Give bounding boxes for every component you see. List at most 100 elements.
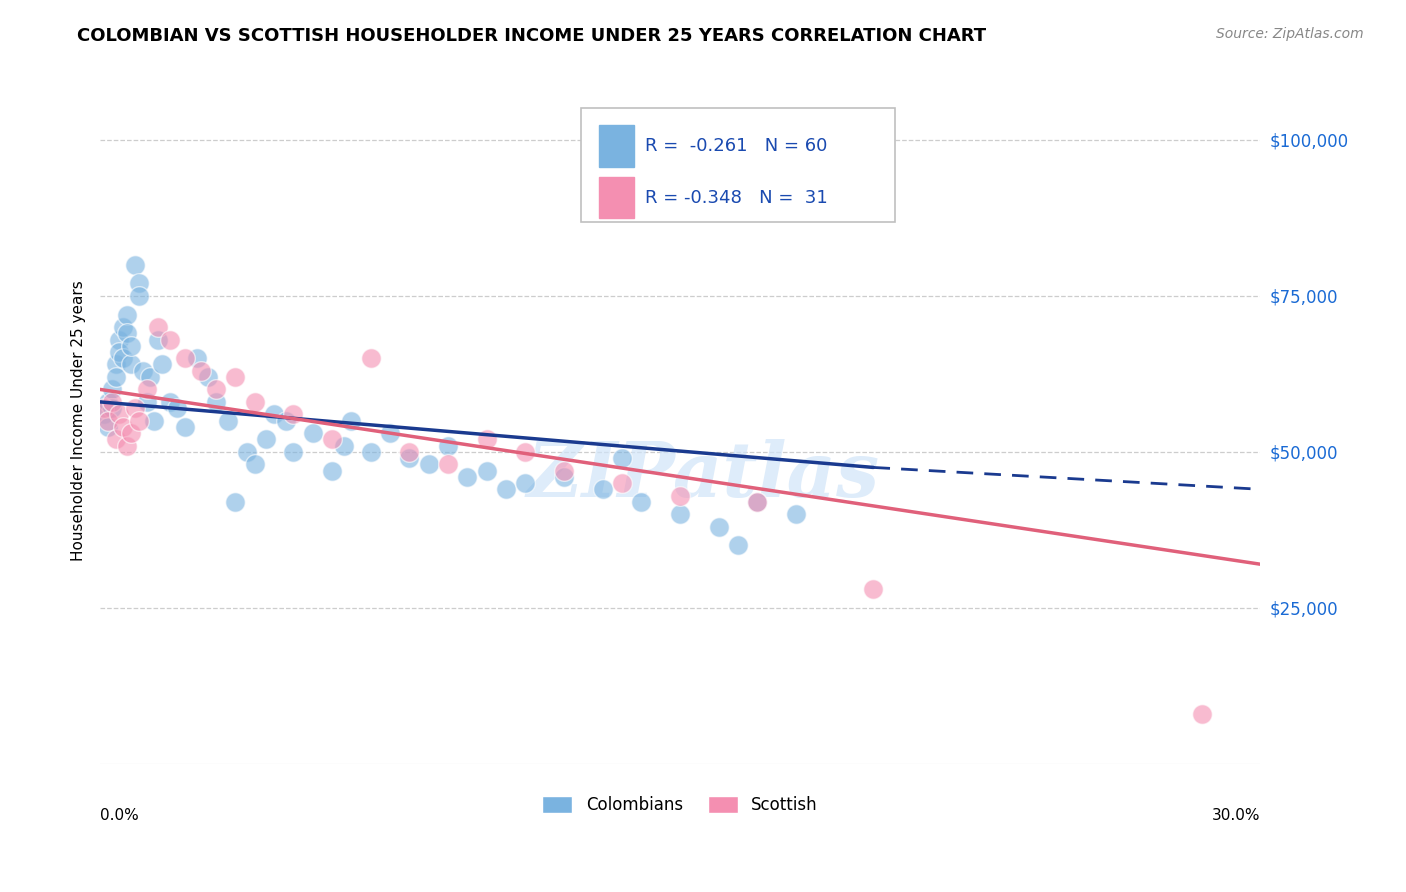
Point [747,495,769,509]
Point [104,370,127,384]
Point [236,445,259,459]
Point [146,320,169,334]
Point [254,433,277,447]
Point [135,395,157,409]
Point [93,401,115,416]
Legend: Colombians, Scottish: Colombians, Scottish [536,789,824,821]
Point [205,395,228,409]
Point [224,370,246,384]
Point [100,401,122,416]
Point [360,351,382,366]
Point [398,445,420,459]
Point [630,495,652,509]
Point [785,507,807,521]
Point [128,414,150,428]
Point [707,519,730,533]
Point [553,470,575,484]
Bar [599,126,634,167]
Point [340,414,363,428]
Text: 30.0%: 30.0% [1212,808,1260,823]
Point [139,370,162,384]
Point [100,383,122,397]
Point [166,401,188,416]
Point [437,458,460,472]
Point [727,538,749,552]
Point [263,408,285,422]
Point [174,351,197,366]
Point [274,414,297,428]
Point [124,401,146,416]
Point [120,339,142,353]
Text: R =  -0.261   N = 60: R = -0.261 N = 60 [645,137,828,155]
Point [862,582,884,596]
Point [360,445,382,459]
Point [669,507,692,521]
Point [112,351,135,366]
Point [398,451,420,466]
Point [190,364,212,378]
Y-axis label: Householder Income Under 25 years: Householder Income Under 25 years [72,280,86,561]
Point [93,408,115,422]
Point [115,326,138,341]
Point [150,358,173,372]
Point [159,333,181,347]
Point [418,458,440,472]
Point [108,333,131,347]
Point [437,439,460,453]
Point [120,426,142,441]
Point [115,439,138,453]
Point [301,426,323,441]
Point [243,458,266,472]
Point [747,495,769,509]
Point [243,395,266,409]
Text: Source: ZipAtlas.com: Source: ZipAtlas.com [1216,27,1364,41]
Point [217,414,239,428]
Text: 0.0%: 0.0% [100,808,139,823]
Point [131,364,153,378]
Point [97,414,120,428]
Point [146,333,169,347]
Point [378,426,401,441]
Point [475,433,498,447]
Point [128,277,150,291]
Point [610,476,633,491]
Point [97,420,120,434]
Point [553,464,575,478]
Point [592,483,614,497]
Point [100,395,122,409]
Point [321,464,343,478]
Point [112,320,135,334]
Point [669,489,692,503]
FancyBboxPatch shape [582,108,894,221]
Point [112,420,135,434]
Text: COLOMBIAN VS SCOTTISH HOUSEHOLDER INCOME UNDER 25 YEARS CORRELATION CHART: COLOMBIAN VS SCOTTISH HOUSEHOLDER INCOME… [77,27,987,45]
Point [143,414,166,428]
Point [104,433,127,447]
Point [332,439,354,453]
Point [610,451,633,466]
Point [1191,706,1213,721]
Text: R = -0.348   N =  31: R = -0.348 N = 31 [645,188,828,207]
Point [135,383,157,397]
Point [128,289,150,303]
Point [205,383,228,397]
Point [186,351,208,366]
Point [108,345,131,359]
Point [120,358,142,372]
Point [475,464,498,478]
Point [115,308,138,322]
Point [174,420,197,434]
Bar [599,177,634,219]
Point [124,258,146,272]
Text: ZIPatlas: ZIPatlas [527,439,880,513]
Point [197,370,219,384]
Point [456,470,478,484]
Point [321,433,343,447]
Point [283,445,305,459]
Point [224,495,246,509]
Point [495,483,517,497]
Point [159,395,181,409]
Point [515,476,537,491]
Point [283,408,305,422]
Point [515,445,537,459]
